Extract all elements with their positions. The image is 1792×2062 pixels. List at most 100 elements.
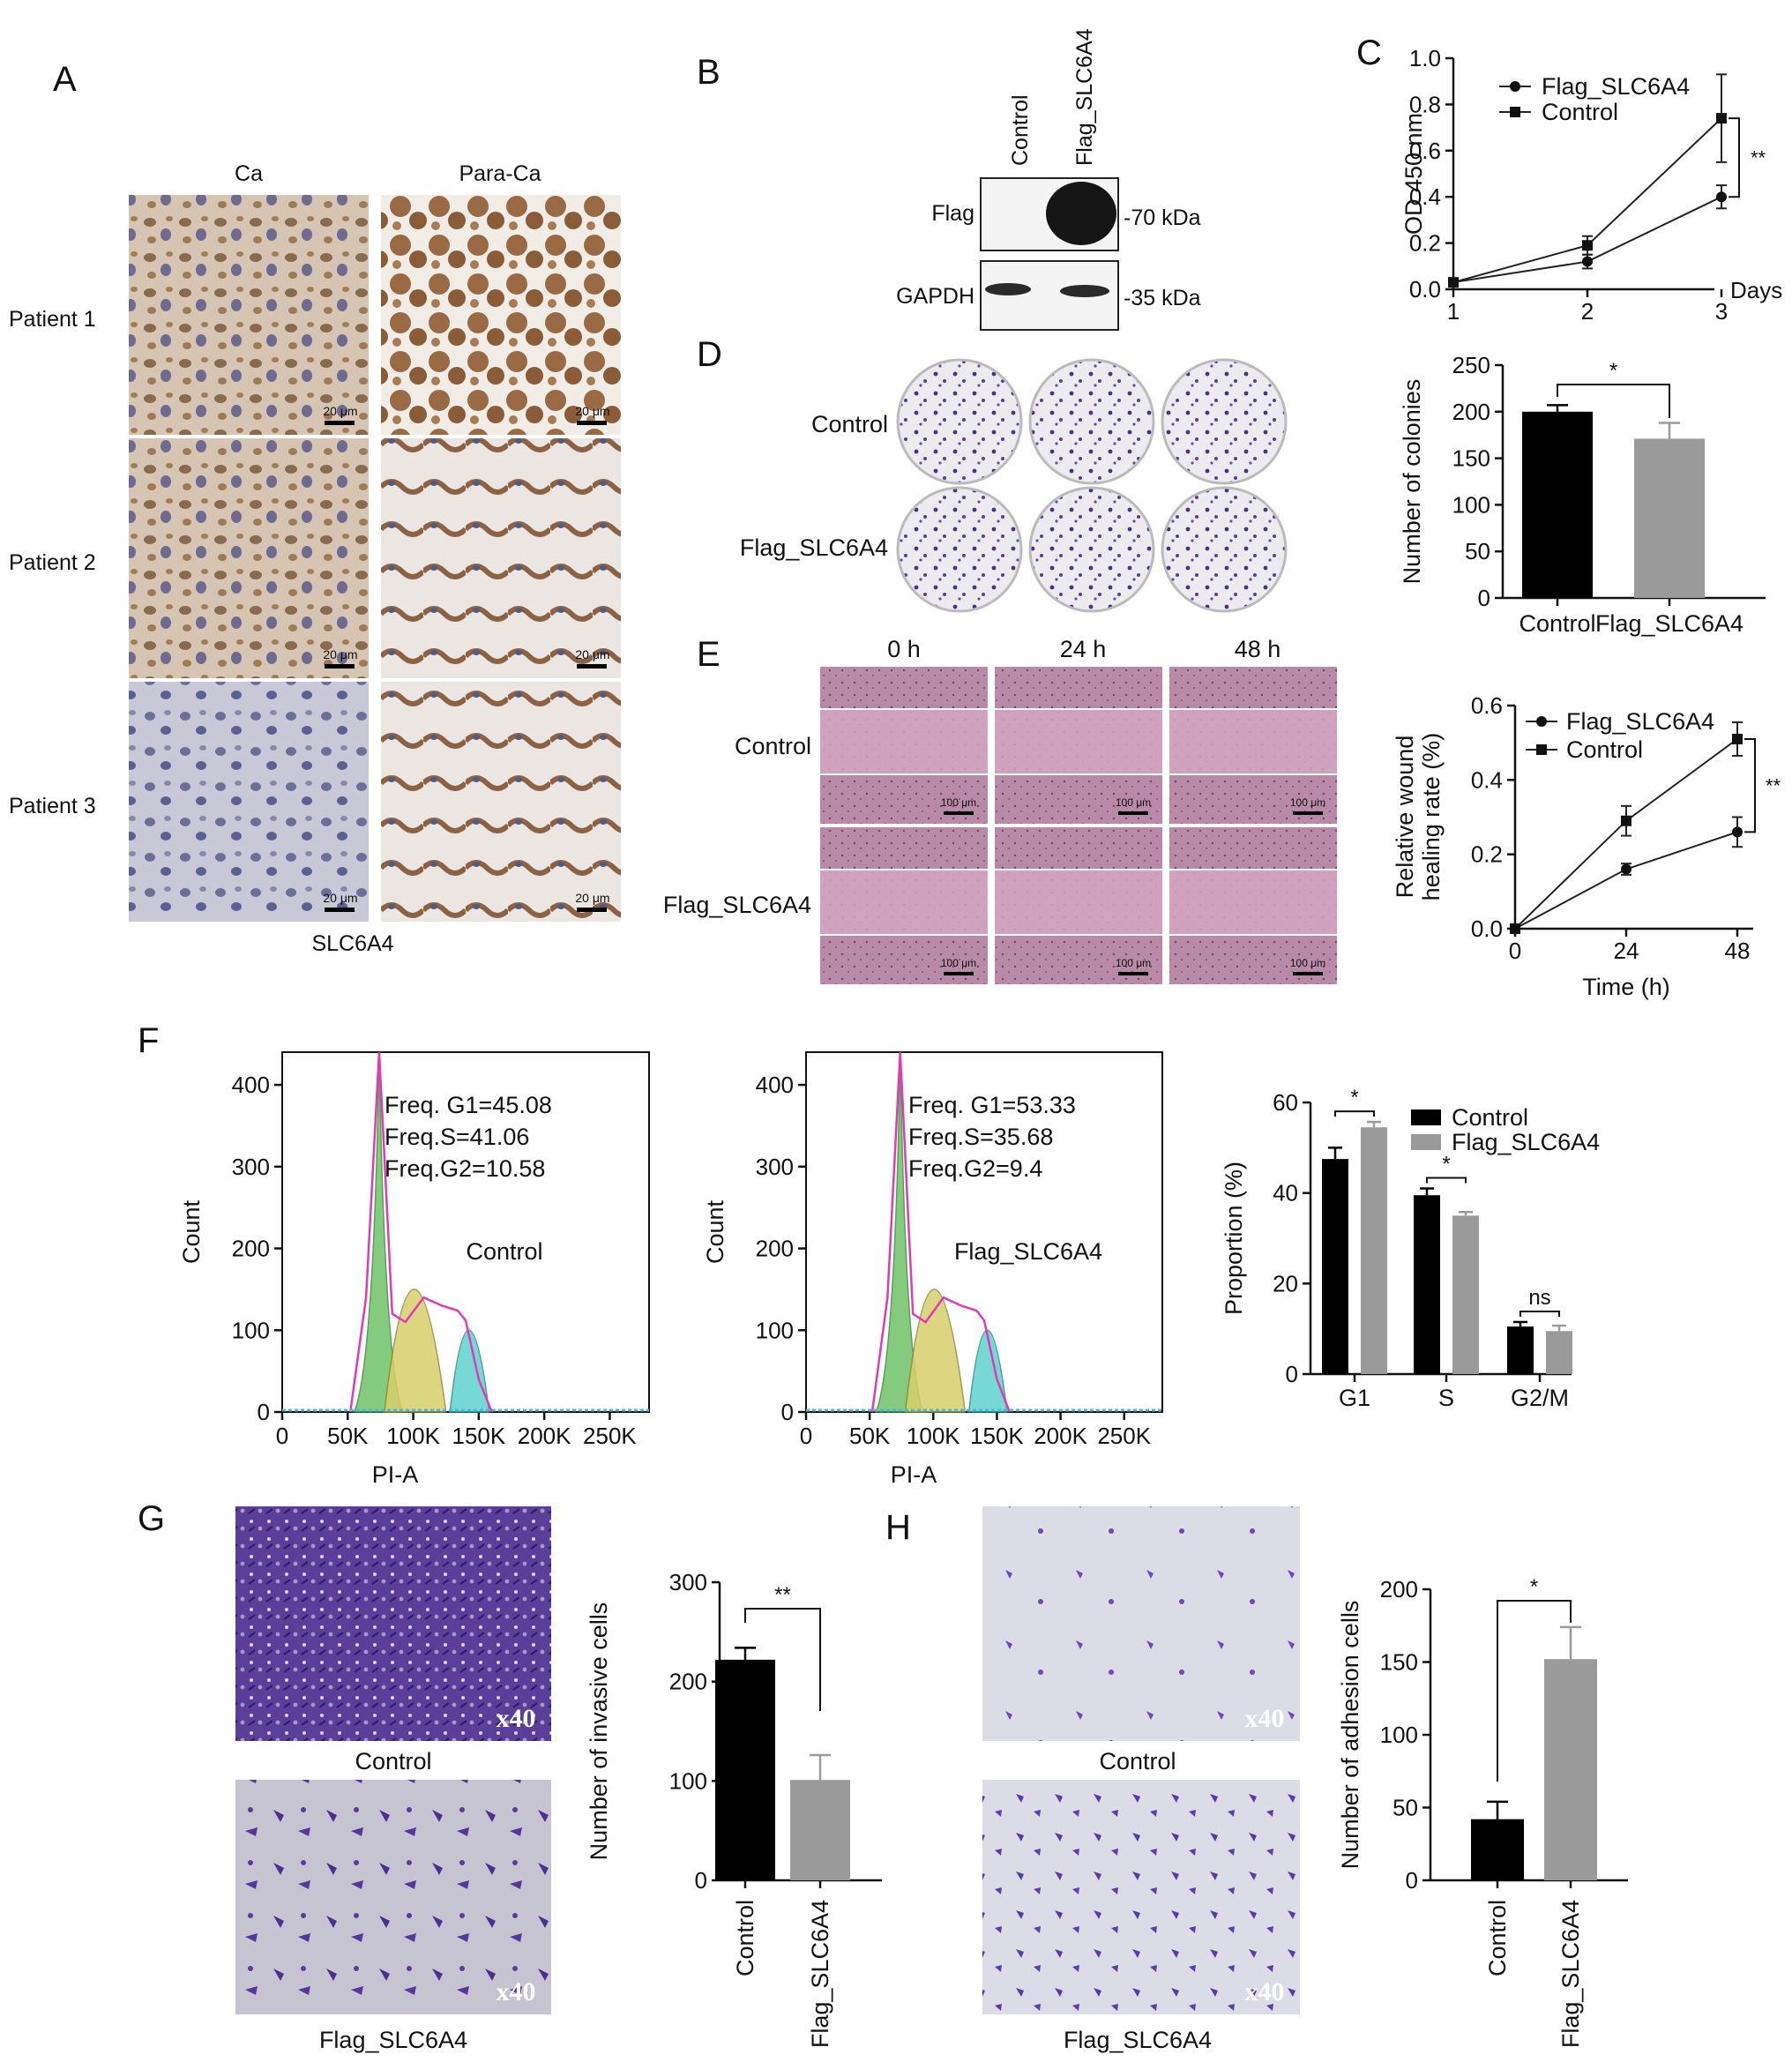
ihc-p3-ca [129,682,369,922]
y-tick-label: 200 [232,1236,270,1262]
wound-gap [1169,870,1337,935]
y-tick-label: 200 [1380,1576,1418,1603]
x-axis-label: Days [1730,277,1782,303]
wound-gap [995,709,1162,774]
y-axis-label: Relative wound [1392,736,1418,899]
y-tick-label: 0 [695,1867,707,1894]
scale-bar-label: 20 μm [575,647,609,661]
chart-e-wound-healing: 0.0 0.2 0.4 0.6 0 24 48 Relative wound healing r… [1392,692,1781,1000]
y-tick-label: 200 [1452,399,1490,425]
x-tick-label: 250K [583,1423,637,1449]
d-row-flag: Flag_SLC6A4 [740,534,888,561]
y-tick-label: 100 [232,1317,270,1343]
sig-bracket [1426,1177,1467,1184]
scale-bar [577,664,607,669]
fit-curve [349,1051,493,1413]
x-tick-label: Control [732,1900,758,1976]
scale-bar-label: 100 μm [941,957,976,969]
s-phase [384,1289,447,1413]
bar-Control-G1 [1322,1159,1348,1374]
y-tick-label: 0.6 [1409,138,1441,164]
data-point-Flag_SLC6A4 [1716,191,1727,203]
data-point-Flag_SLC6A4 [1732,826,1743,838]
scale-bar [325,908,355,912]
scale-bar [944,972,974,975]
scale-bar-label: 20 μm [575,404,609,418]
blot-gapdh-band-2 [1060,285,1109,297]
sig-label: * [1442,1153,1450,1177]
panel-letter-c: C [1356,34,1382,72]
scale-bar [325,664,355,669]
scale-bar [577,421,607,425]
bar-Control [1471,1819,1524,1880]
legend-label: Control [1452,1104,1528,1131]
adhesion-flag-image [982,1780,1300,2014]
y-tick-label: 0 [1478,585,1490,611]
y-tick-label: 250 [1452,352,1490,378]
sig-label: * [1609,359,1617,383]
panel-letter-g: G [138,1499,166,1538]
wound-gap [820,870,988,935]
scale-bar-label: 20 μm [323,647,357,661]
col-para-ca: Para-Ca [459,161,541,186]
band-gapdh: GAPDH [896,284,974,309]
x-tick-label: 150K [452,1423,505,1449]
bar-Control-G2/M [1507,1326,1534,1374]
x-tick-label: 150K [970,1423,1024,1449]
series-line-Flag_SLC6A4 [1514,831,1738,930]
legend-label: Control [1542,99,1618,125]
sig-label: * [1530,1575,1538,1599]
x-tick-label: 100K [386,1423,440,1449]
y-tick-label: 0 [258,1399,270,1425]
legend-marker [1510,107,1520,117]
scale-bar-label: 20 μm [575,891,609,905]
panel-g-images: x40 x40 Control Flag_SLC6A4 [235,1506,551,2053]
hist-stat: Freq. G1=45.08 [385,1092,552,1118]
wound-gap [995,870,1162,935]
y-tick-label: 150 [1380,1649,1418,1676]
marker-35: -35 kDa [1124,286,1201,310]
y-tick-label: 100 [1452,491,1490,518]
wound-gap [820,709,988,774]
legend-marker [1536,744,1547,755]
scale-bar [1118,972,1148,975]
y-tick-label: 100 [669,1767,707,1794]
invasion-control-image [235,1506,551,1741]
y-tick-label: 0.6 [1471,692,1503,719]
scale-bar-label: 100 μm [1290,957,1325,969]
scale-bar [577,908,607,912]
legend-label: Flag_SLC6A4 [1566,708,1714,735]
x-tick-label: Flag_SLC6A4 [807,1900,833,2048]
panel-letter-d: D [697,335,722,374]
e-row-flag: Flag_SLC6A4 [663,892,811,918]
y-tick-label: 0.2 [1471,841,1503,868]
hist-label: Control [466,1238,542,1265]
lane-control: Control [1008,94,1033,166]
hist-stat: Freq.G2=9.4 [908,1155,1042,1182]
bar-Control [1522,411,1593,598]
sig-label: ns [1528,1286,1550,1310]
d-row-control: Control [811,411,888,437]
scale-bar-label: 100 μm [1116,796,1151,809]
panel-a: Ca Para-Ca Patient 1 Patient 2 Patient 3… [9,161,621,956]
bar-Flag_SLC6A4 [1544,1659,1597,1880]
y-tick-label: 0.0 [1471,915,1503,942]
invasion-flag-image [235,1780,551,2014]
hist-label: Flag_SLC6A4 [954,1238,1102,1265]
x-tick-label: G1 [1339,1385,1370,1411]
ihc-caption: SLC6A4 [311,931,393,956]
g2-peak [449,1329,490,1413]
y-axis-label: healing rate (%) [1418,733,1445,901]
x-tick-label: Flag_SLC6A4 [1557,1900,1584,2048]
sig-bracket [1519,1310,1560,1317]
band-flag: Flag [931,201,974,226]
ihc-p1-paraca [381,195,621,435]
x-tick-label: G2/M [1511,1385,1569,1411]
y-tick-label: 0.8 [1409,91,1441,117]
panel-letter-h: H [885,1508,911,1547]
x-axis-label: PI-A [372,1461,419,1488]
y-tick-label: 50 [1465,538,1490,564]
scale-bar [325,421,355,425]
s-phase [904,1289,967,1413]
sig-label: ** [1766,775,1781,797]
